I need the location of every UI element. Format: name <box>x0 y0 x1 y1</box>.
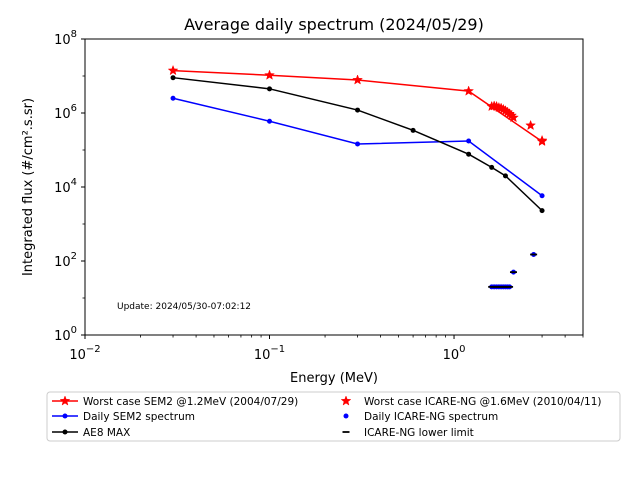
data-point <box>463 85 475 96</box>
legend-item: Daily SEM2 spectrum <box>52 411 195 423</box>
series-layer <box>167 64 548 290</box>
x-tick-label: 100 <box>443 344 466 363</box>
data-point <box>167 64 179 76</box>
data-point <box>170 95 176 101</box>
legend-marker <box>59 395 71 406</box>
update-annotation: Update: 2024/05/30-07:02:12 <box>117 302 251 312</box>
data-point <box>355 141 361 147</box>
y-tick-label: 106 <box>54 103 77 122</box>
x-tick-label: 10−2 <box>69 344 100 363</box>
data-point <box>410 127 416 133</box>
legend-item: Worst case SEM2 @1.2MeV (2004/07/29) <box>52 395 298 408</box>
series-5 <box>488 253 538 288</box>
legend-marker <box>343 413 349 419</box>
x-tick-label: 10−1 <box>254 344 285 363</box>
legend-label: AE8 MAX <box>83 427 130 439</box>
series-2 <box>170 75 545 214</box>
data-point <box>539 193 545 199</box>
chart-title: Average daily spectrum (2024/05/29) <box>184 15 484 34</box>
data-point <box>525 119 537 131</box>
x-axis: 10−2 10−1 100 <box>69 335 584 363</box>
data-point <box>352 74 363 85</box>
legend-marker <box>62 413 68 419</box>
data-point <box>264 69 275 80</box>
y-tick-label: 102 <box>54 251 77 270</box>
legend-marker <box>62 429 68 435</box>
series-1 <box>170 95 545 199</box>
legend-item: ICARE-NG lower limit <box>342 427 474 439</box>
y-tick-label: 100 <box>54 325 77 344</box>
y-axis: 100 102 104 106 108 <box>54 29 85 344</box>
legend-item: AE8 MAX <box>52 427 130 439</box>
y-tick-label: 104 <box>54 177 77 196</box>
data-point <box>508 111 519 123</box>
legend-item: Daily ICARE-NG spectrum <box>343 411 498 423</box>
legend-label: ICARE-NG lower limit <box>364 427 474 439</box>
series-line <box>172 76 543 212</box>
legend-label: Daily ICARE-NG spectrum <box>364 411 498 423</box>
legend-item: Worst case ICARE-NG @1.6MeV (2010/04/11) <box>340 395 602 408</box>
y-tick-label: 108 <box>54 29 77 48</box>
data-point <box>355 107 361 113</box>
legend-label: Worst case SEM2 @1.2MeV (2004/07/29) <box>83 396 298 408</box>
x-axis-label: Energy (MeV) <box>290 371 378 386</box>
y-axis-label: Integrated flux (#/cm².s.sr) <box>21 98 36 276</box>
data-point <box>536 134 548 146</box>
data-point <box>466 138 472 144</box>
data-point <box>267 118 273 124</box>
legend: Worst case SEM2 @1.2MeV (2004/07/29) Dail… <box>46 391 621 442</box>
legend-label: Daily SEM2 spectrum <box>83 411 195 423</box>
data-point <box>489 164 495 170</box>
data-point <box>539 208 545 214</box>
data-point <box>170 75 176 81</box>
data-point <box>502 173 508 179</box>
legend-label: Worst case ICARE-NG @1.6MeV (2010/04/11) <box>364 396 602 408</box>
data-point <box>267 86 273 92</box>
data-point <box>466 151 472 157</box>
legend-frame <box>46 391 621 442</box>
series-3 <box>486 100 548 146</box>
legend-marker <box>340 395 352 406</box>
